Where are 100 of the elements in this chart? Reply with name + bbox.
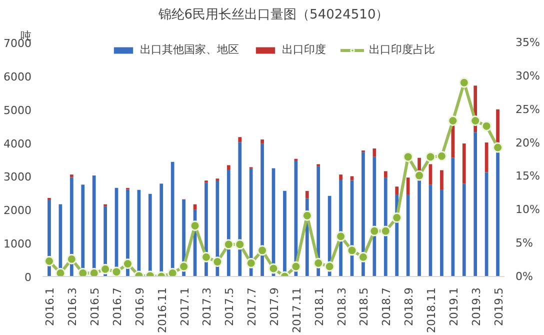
- bar: [462, 143, 466, 184]
- x-tick-label: 2016.11: [156, 287, 169, 333]
- x-tick-label: 2017.1: [178, 287, 192, 326]
- y-tick-label: 0: [24, 271, 32, 284]
- point: [44, 256, 54, 266]
- y2-tick-label: 10%: [516, 203, 540, 216]
- bar: [260, 144, 264, 276]
- point: [458, 77, 470, 88]
- bar: [372, 148, 376, 157]
- y-tick-label: 7000: [4, 37, 32, 50]
- point: [369, 226, 380, 236]
- x-tick-label: 2018.7: [380, 287, 394, 326]
- point: [78, 268, 88, 276]
- x-tick-label: 2016.3: [66, 287, 80, 326]
- point: [223, 239, 234, 250]
- x-tick-label: 2018.1: [312, 287, 326, 326]
- x-tick-label: 2016.1: [44, 287, 57, 326]
- point: [402, 152, 414, 162]
- bar: [226, 165, 230, 170]
- point: [200, 252, 212, 262]
- x-tick-label: 2019.3: [470, 287, 483, 326]
- x-tick-label: 2017.3: [200, 287, 214, 326]
- y-tick-label: 2000: [4, 204, 32, 218]
- bar: [238, 137, 242, 142]
- point: [66, 254, 77, 264]
- bar: [440, 190, 444, 276]
- point: [111, 266, 122, 276]
- bar: [384, 178, 388, 276]
- x-tick-label: 2016.5: [88, 287, 102, 326]
- legend-label: 出口印度: [282, 42, 326, 57]
- chart-title: 锦纶6民用长丝出口量图（54024510）: [157, 8, 389, 22]
- bar: [474, 132, 478, 276]
- point: [313, 258, 324, 268]
- y2-tick-label: 25%: [516, 102, 540, 116]
- x-tick-label: 2018.9: [402, 287, 416, 326]
- point: [492, 142, 504, 153]
- point: [257, 245, 268, 256]
- point: [414, 170, 425, 181]
- y2-tick-label: 0%: [516, 270, 533, 283]
- bar: [260, 139, 264, 144]
- point: [336, 231, 346, 242]
- bar: [440, 170, 444, 190]
- point: [380, 226, 391, 236]
- bar: [395, 186, 399, 195]
- y-tick-label: 1000: [4, 238, 32, 251]
- x-tick-label: 2017.5: [223, 287, 236, 326]
- point: [346, 245, 358, 256]
- y2-tick-label: 5%: [516, 236, 533, 250]
- y-tick-label: 4000: [4, 137, 32, 150]
- y-tick-label: 5000: [4, 104, 32, 117]
- point: [212, 256, 223, 268]
- x-tick-label: 2018.11: [424, 287, 438, 333]
- x-tick-label: 2018.3: [335, 287, 348, 326]
- bar: [451, 158, 455, 276]
- bar: [238, 142, 242, 276]
- bar: [428, 164, 432, 185]
- point: [268, 263, 279, 274]
- point: [302, 210, 312, 221]
- point: [190, 220, 200, 231]
- point: [448, 115, 458, 126]
- y-tick-label: 3000: [4, 170, 32, 184]
- bar: [70, 177, 74, 276]
- point: [436, 150, 447, 162]
- x-tick-label: 2017.9: [268, 287, 281, 326]
- x-tick-label: 2017.11: [290, 287, 304, 333]
- legend-label: 出口印度占比: [369, 42, 435, 57]
- bar: [339, 174, 342, 180]
- bar: [70, 174, 74, 178]
- point: [290, 261, 302, 272]
- bar: [496, 109, 500, 142]
- x-tick-label: 2019.5: [492, 287, 506, 326]
- x-tick-label: 2019.1: [447, 287, 460, 326]
- legend-label: 出口其他国家、地区: [140, 42, 239, 57]
- point: [178, 261, 190, 272]
- point: [234, 239, 246, 250]
- point: [358, 252, 368, 262]
- point: [470, 115, 481, 126]
- point: [425, 152, 436, 162]
- y2-tick-label: 20%: [516, 136, 540, 150]
- y2-tick-label: 30%: [516, 69, 540, 82]
- point: [392, 212, 402, 223]
- bar: [462, 184, 466, 276]
- bar: [305, 190, 309, 198]
- point: [324, 261, 335, 272]
- y2-tick-label: 15%: [516, 170, 540, 183]
- bar: [294, 160, 298, 276]
- point: [88, 268, 100, 276]
- x-tick-label: 2017.7: [246, 287, 259, 326]
- x-tick-label: 2018.5: [358, 287, 371, 326]
- bar: [384, 171, 388, 178]
- point: [246, 258, 256, 268]
- point: [122, 258, 133, 270]
- y2-tick-label: 35%: [516, 36, 540, 49]
- point: [100, 264, 111, 274]
- x-tick-label: 2016.7: [111, 287, 124, 326]
- bar: [406, 178, 410, 195]
- bar: [226, 170, 230, 276]
- x-tick-label: 2016.9: [133, 287, 146, 326]
- y-tick-label: 6000: [4, 70, 32, 84]
- point: [167, 268, 178, 276]
